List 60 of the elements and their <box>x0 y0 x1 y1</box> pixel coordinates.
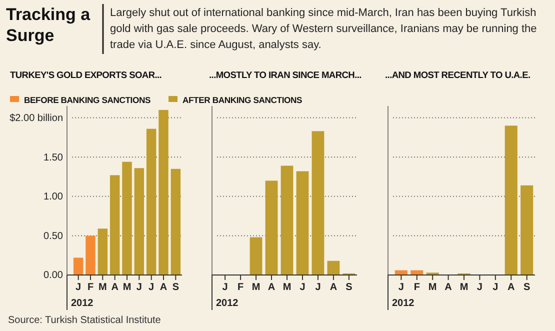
x-tick-label: A <box>160 282 168 294</box>
bar <box>170 168 181 275</box>
x-axis-title: 2012 <box>71 298 94 309</box>
chart-title: TURKEY'S GOLD EXPORTS SOAR... <box>10 70 162 80</box>
x-tick-label: J <box>492 282 498 294</box>
bar <box>146 128 156 275</box>
x-tick-label: F <box>87 282 94 294</box>
x-tick-label: J <box>148 282 154 294</box>
y-tick-label: 0.00 <box>44 270 64 282</box>
x-tick-label: J <box>300 282 306 294</box>
text: Tracking a Surge <box>6 5 91 45</box>
x-tick-label: J <box>398 282 404 294</box>
bar <box>265 180 278 275</box>
x-tick-label: S <box>523 282 530 294</box>
x-tick-label: A <box>268 282 276 294</box>
bar <box>504 126 518 275</box>
x-axis-title: 2012 <box>392 298 415 309</box>
x-axis-title: 2012 <box>216 298 239 309</box>
bar <box>122 162 132 275</box>
x-tick-label: S <box>346 282 353 294</box>
x-tick-label: J <box>76 282 82 294</box>
x-tick-label: M <box>252 282 260 294</box>
bar <box>280 166 294 275</box>
chart-title: ...AND MOST RECENTLY TO U.A.E. <box>385 70 530 80</box>
legend-label: AFTER BANKING SANCTIONS <box>182 95 302 105</box>
bar <box>250 237 262 275</box>
bar <box>110 175 120 275</box>
bar <box>520 185 534 275</box>
legend-label: BEFORE BANKING SANCTIONS <box>24 95 151 105</box>
bar <box>327 260 340 275</box>
x-tick-label: A <box>444 282 452 294</box>
bar <box>73 258 84 275</box>
source-note: Source: Turkish Statistical Institute <box>8 315 162 326</box>
x-tick-label: A <box>508 282 515 294</box>
x-tick-label: M <box>460 282 468 294</box>
x-tick-label: A <box>330 282 338 294</box>
x-tick-label: F <box>414 282 420 294</box>
x-tick-label: M <box>98 282 107 294</box>
bar <box>158 110 168 275</box>
x-tick-label: F <box>237 282 244 294</box>
bar <box>312 131 324 275</box>
text: Largely shut out of international banking since mid-March, Iran has been buying Turkish gold with gas sale proceeds. Wary of Western surveillance, Iranians may be running the trade via U.A.E. since August, analysts say. <box>110 7 537 51</box>
bar <box>86 236 96 275</box>
chart-title: ...MOSTLY TO IRAN SINCE MARCH... <box>209 70 362 80</box>
bar <box>296 171 309 275</box>
x-tick-label: J <box>476 282 482 294</box>
bar <box>98 228 108 275</box>
y-tick-label: $2.00 billion <box>10 112 63 124</box>
x-tick-label: S <box>172 282 180 294</box>
x-tick-label: M <box>122 282 132 294</box>
x-tick-label: J <box>315 282 321 294</box>
y-tick-label: 0.50 <box>44 230 64 242</box>
bar <box>134 168 144 275</box>
x-tick-label: M <box>428 282 437 294</box>
x-tick-label: J <box>222 282 228 294</box>
y-tick-label: 1.50 <box>44 152 64 164</box>
y-tick-label: 1.00 <box>44 192 64 203</box>
x-tick-label: J <box>136 282 142 294</box>
x-tick-label: A <box>111 282 118 294</box>
x-tick-label: M <box>282 282 292 294</box>
